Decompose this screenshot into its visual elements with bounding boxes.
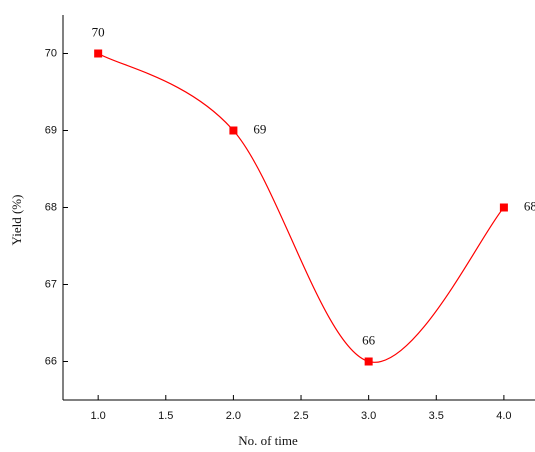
x-axis-title: No. of time [238, 433, 298, 448]
chart: No. of time Yield (%) 66 67 68 69 70 1.0 1.5 2.… [0, 0, 535, 452]
y-tick-label: 69 [45, 124, 57, 136]
x-tick-label: 4.0 [496, 410, 511, 422]
marker [500, 204, 508, 212]
line [98, 54, 504, 363]
y-tick-label: 68 [45, 201, 57, 213]
x-tick-label: 2.0 [226, 410, 241, 422]
data-label: 68 [524, 198, 535, 213]
x-tick-label: 1.0 [91, 410, 106, 422]
y-tick-label: 67 [45, 278, 57, 290]
marker [94, 50, 102, 58]
marker [365, 358, 373, 366]
y-tick-label: 66 [45, 355, 57, 367]
data-label: 70 [92, 24, 105, 39]
marker [229, 127, 237, 135]
y-axis-title: Yield (%) [9, 195, 24, 246]
data-label: 66 [362, 332, 376, 347]
x-tick-label: 3.0 [361, 410, 376, 422]
data-label: 69 [253, 121, 266, 136]
x-tick-label: 1.5 [158, 410, 173, 422]
x-tick-label: 2.5 [293, 410, 308, 422]
x-tick-label: 3.5 [429, 410, 444, 422]
y-tick-label: 70 [45, 47, 57, 59]
